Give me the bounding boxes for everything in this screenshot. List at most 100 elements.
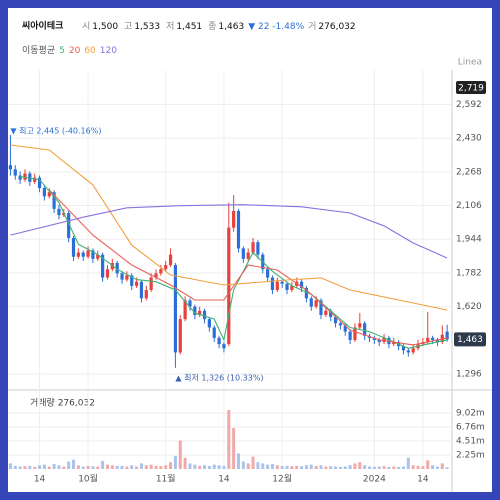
volume-bar xyxy=(203,465,207,469)
annotation: ▼ 최고 2,445 (-40.16%) xyxy=(10,126,101,136)
moving-average xyxy=(20,176,448,349)
ma-legend-entry: 120 xyxy=(100,46,117,56)
candle-body xyxy=(338,323,342,326)
volume-bar xyxy=(338,466,342,469)
x-tick-label: 12월 xyxy=(272,473,292,485)
volume-bar xyxy=(397,466,401,469)
annotation: ▲ 최저 1,326 (10.33%) xyxy=(175,372,263,382)
volume-bar xyxy=(295,465,299,469)
volume-bar xyxy=(52,464,56,469)
volume-bar xyxy=(183,457,187,469)
volume-bar xyxy=(217,465,221,469)
candle-body xyxy=(411,348,415,353)
moving-average xyxy=(10,204,448,259)
x-tick-label: 2024 xyxy=(363,475,386,485)
candle-body xyxy=(101,254,105,278)
candle-body xyxy=(329,310,333,318)
candle-body xyxy=(319,300,323,315)
volume-bar xyxy=(120,465,124,469)
volume-bar xyxy=(144,465,148,469)
volume-bar xyxy=(363,465,367,469)
candle-body xyxy=(358,323,362,328)
volume-bar xyxy=(110,465,114,469)
candle-body xyxy=(348,331,352,340)
candle-body xyxy=(37,177,42,189)
y-tick-label: 1,782 xyxy=(456,268,482,278)
volume-bar xyxy=(368,466,372,469)
candle-body xyxy=(105,269,110,278)
volume-bar xyxy=(431,465,435,469)
volume-tick-label: 6.76m xyxy=(456,423,485,433)
candle-body xyxy=(343,325,347,332)
candle-body xyxy=(290,285,294,291)
candle-body xyxy=(52,192,56,209)
scale-mode: Linea xyxy=(458,58,482,68)
header-value: 1,500 xyxy=(92,22,118,32)
volume-bar xyxy=(198,465,202,469)
volume-bar xyxy=(115,465,119,469)
volume-bar xyxy=(256,462,260,469)
volume-bar xyxy=(57,465,61,469)
candle-body xyxy=(168,254,173,266)
candle-body xyxy=(13,169,17,176)
candle-body xyxy=(353,327,357,340)
volume-bar xyxy=(329,466,333,469)
header-value: 1,533 xyxy=(134,22,160,32)
candle-body xyxy=(23,173,27,180)
volume-bar xyxy=(266,464,270,469)
volume-bar xyxy=(324,466,328,469)
candle-body xyxy=(430,337,435,340)
candle-body xyxy=(382,337,386,343)
candle-body xyxy=(445,331,449,340)
volume-bar xyxy=(67,461,71,469)
candle-body xyxy=(266,269,270,278)
volume-bar xyxy=(445,467,449,469)
candle-body xyxy=(363,323,367,336)
candle-body xyxy=(154,273,158,278)
volume-bar xyxy=(222,465,226,469)
volume-bar xyxy=(377,466,381,469)
stock-name: 씨아이테크 xyxy=(22,20,63,32)
candle-body xyxy=(33,177,37,182)
volume-bar xyxy=(135,466,139,469)
candle-body xyxy=(130,275,134,286)
volume-tick-label: 2.25m xyxy=(456,451,485,461)
y-tick-label: 2,592 xyxy=(456,100,482,110)
candle-body xyxy=(222,344,226,349)
volume-bar xyxy=(76,465,80,469)
volume-bar xyxy=(8,463,12,469)
volume-bar xyxy=(406,457,410,469)
volume-bar xyxy=(188,463,192,469)
volume-bar xyxy=(139,463,143,469)
candle-body xyxy=(241,248,245,259)
volume-bar xyxy=(246,463,250,469)
volume-tick-label: 9.02m xyxy=(456,409,485,419)
volume-bar xyxy=(280,465,284,469)
volume-bar xyxy=(270,464,274,469)
volume-bar xyxy=(164,465,168,469)
volume-bar xyxy=(285,465,289,469)
candle-body xyxy=(120,273,124,280)
candle-body xyxy=(246,252,250,259)
volume-bar xyxy=(227,410,231,469)
volume-bar xyxy=(426,460,430,469)
candle-body xyxy=(134,281,139,286)
ma-legend: 이동평균 5 20 60 120 xyxy=(22,45,117,56)
volume-bar xyxy=(125,466,129,469)
candle-body xyxy=(159,269,163,274)
x-tick-label: 14 xyxy=(34,475,46,485)
volume-title: 거래량 276,032 xyxy=(30,397,95,409)
candle-body xyxy=(304,287,309,299)
candle-body xyxy=(324,310,328,315)
volume-bar xyxy=(372,466,376,469)
candle-body xyxy=(314,300,318,307)
y-tick-label: 1,296 xyxy=(456,370,482,380)
y-tick-label: 2,430 xyxy=(456,134,482,144)
volume-bar xyxy=(421,466,425,469)
x-tick-label: 11월 xyxy=(156,473,176,485)
volume-bar xyxy=(319,465,323,469)
volume-bar xyxy=(173,455,177,469)
volume-bar xyxy=(416,465,420,469)
y-tick-label: 1,620 xyxy=(456,302,482,312)
volume-bar xyxy=(105,464,109,469)
